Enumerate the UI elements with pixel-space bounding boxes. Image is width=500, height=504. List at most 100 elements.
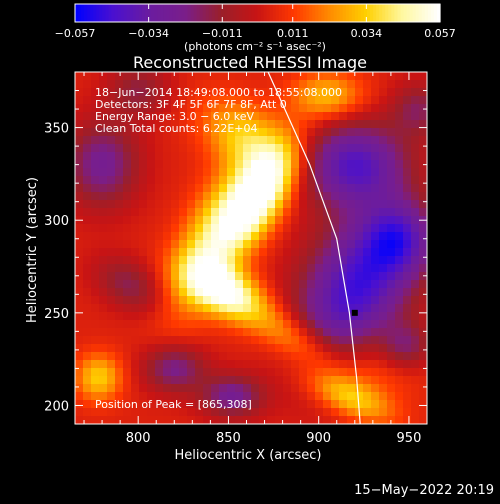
heatmap-cell [411,72,420,81]
heatmap-cell [243,200,252,209]
heatmap-cell [163,224,172,233]
colorbar-segment [278,4,283,22]
heatmap-cell [83,72,92,81]
heatmap-cell [251,304,260,313]
heatmap-cell [171,328,180,337]
heatmap-cell [419,288,428,297]
heatmap-cell [323,224,332,233]
heatmap-cell [387,280,396,289]
heatmap-cell [203,280,212,289]
heatmap-cell [147,120,156,129]
heatmap-cell [195,416,204,425]
heatmap-cell [251,256,260,265]
heatmap-cell [251,336,260,345]
heatmap-cell [363,320,372,329]
heatmap-cell [299,136,308,145]
heatmap-cell [387,384,396,393]
heatmap-cell [243,264,252,273]
heatmap-cell [267,408,276,417]
heatmap-cell [211,248,220,257]
x-tick-label: 950 [397,431,422,446]
heatmap-cell [403,392,412,401]
heatmap-cell [355,376,364,385]
heatmap-cell [379,296,388,305]
heatmap-cell [259,128,268,137]
heatmap-cell [395,224,404,233]
heatmap-cell [227,288,236,297]
colorbar-segment [78,4,82,22]
heatmap-cell [83,312,92,321]
heatmap-cell [195,200,204,209]
heatmap-cell [403,88,412,97]
heatmap-cell [251,272,260,281]
heatmap-cell [299,176,308,185]
heatmap-cell [307,224,316,233]
heatmap-cell [267,88,276,97]
heatmap-cell [283,152,292,161]
heatmap-cell [187,120,196,129]
heatmap-cell [171,192,180,201]
heatmap-cell [195,336,204,345]
heatmap-cell [323,328,332,337]
heatmap-cell [267,256,276,265]
heatmap-cell [339,256,348,265]
heatmap-cell [139,160,148,169]
heatmap-cell [363,376,372,385]
heatmap-cell [411,184,420,193]
heatmap-cell [403,224,412,233]
heatmap-cell [75,248,84,257]
heatmap-cell [115,104,124,113]
heatmap-cell [195,408,204,417]
heatmap-cell [387,128,396,137]
colorbar-segment [84,4,88,22]
heatmap-cell [131,176,140,185]
heatmap-cell [187,144,196,153]
heatmap-cell [211,224,220,233]
heatmap-cell [203,288,212,297]
heatmap-cell [179,160,188,169]
heatmap-cell [395,192,404,201]
heatmap-cell [131,376,140,385]
heatmap-cell [331,80,340,89]
heatmap-cell [99,336,108,345]
heatmap-cell [275,344,284,353]
heatmap-cell [163,168,172,177]
heatmap-cell [251,296,260,305]
heatmap-cell [107,336,116,345]
heatmap-cell [187,232,196,241]
heatmap-cell [323,360,332,369]
heatmap-cell [107,376,116,385]
heatmap-cell [99,224,108,233]
heatmap-cell [195,248,204,257]
heatmap-cell [163,200,172,209]
heatmap-cell [403,80,412,89]
heatmap-cell [411,216,420,225]
heatmap-cell [147,304,156,313]
heatmap-cell [211,216,220,225]
heatmap-cell [379,312,388,321]
heatmap-cell [123,232,132,241]
heatmap-cell [227,176,236,185]
colorbar-segment [214,4,219,22]
heatmap-cell [195,232,204,241]
heatmap-cell [267,72,276,81]
heatmap-cell [403,136,412,145]
colorbar-segment [169,4,173,22]
heatmap-cell [275,288,284,297]
heatmap-cell [227,80,236,89]
heatmap-cell [243,224,252,233]
heatmap-cell [411,336,420,345]
heatmap-cell [291,248,300,257]
heatmap-cell [267,136,276,145]
heatmap-cell [251,176,260,185]
heatmap-cell [139,224,148,233]
heatmap-cell [379,320,388,329]
heatmap-cell [379,224,388,233]
heatmap-cell [171,240,180,249]
heatmap-cell [419,88,428,97]
heatmap-cell [283,272,292,281]
heatmap-cell [139,296,148,305]
heatmap-cell [187,168,196,177]
heatmap-cell [379,344,388,353]
heatmap-cell [315,344,324,353]
